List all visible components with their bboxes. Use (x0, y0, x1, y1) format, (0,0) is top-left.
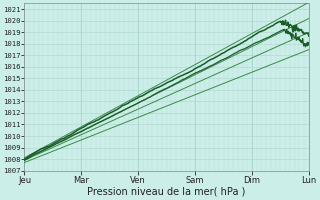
X-axis label: Pression niveau de la mer( hPa ): Pression niveau de la mer( hPa ) (87, 187, 246, 197)
